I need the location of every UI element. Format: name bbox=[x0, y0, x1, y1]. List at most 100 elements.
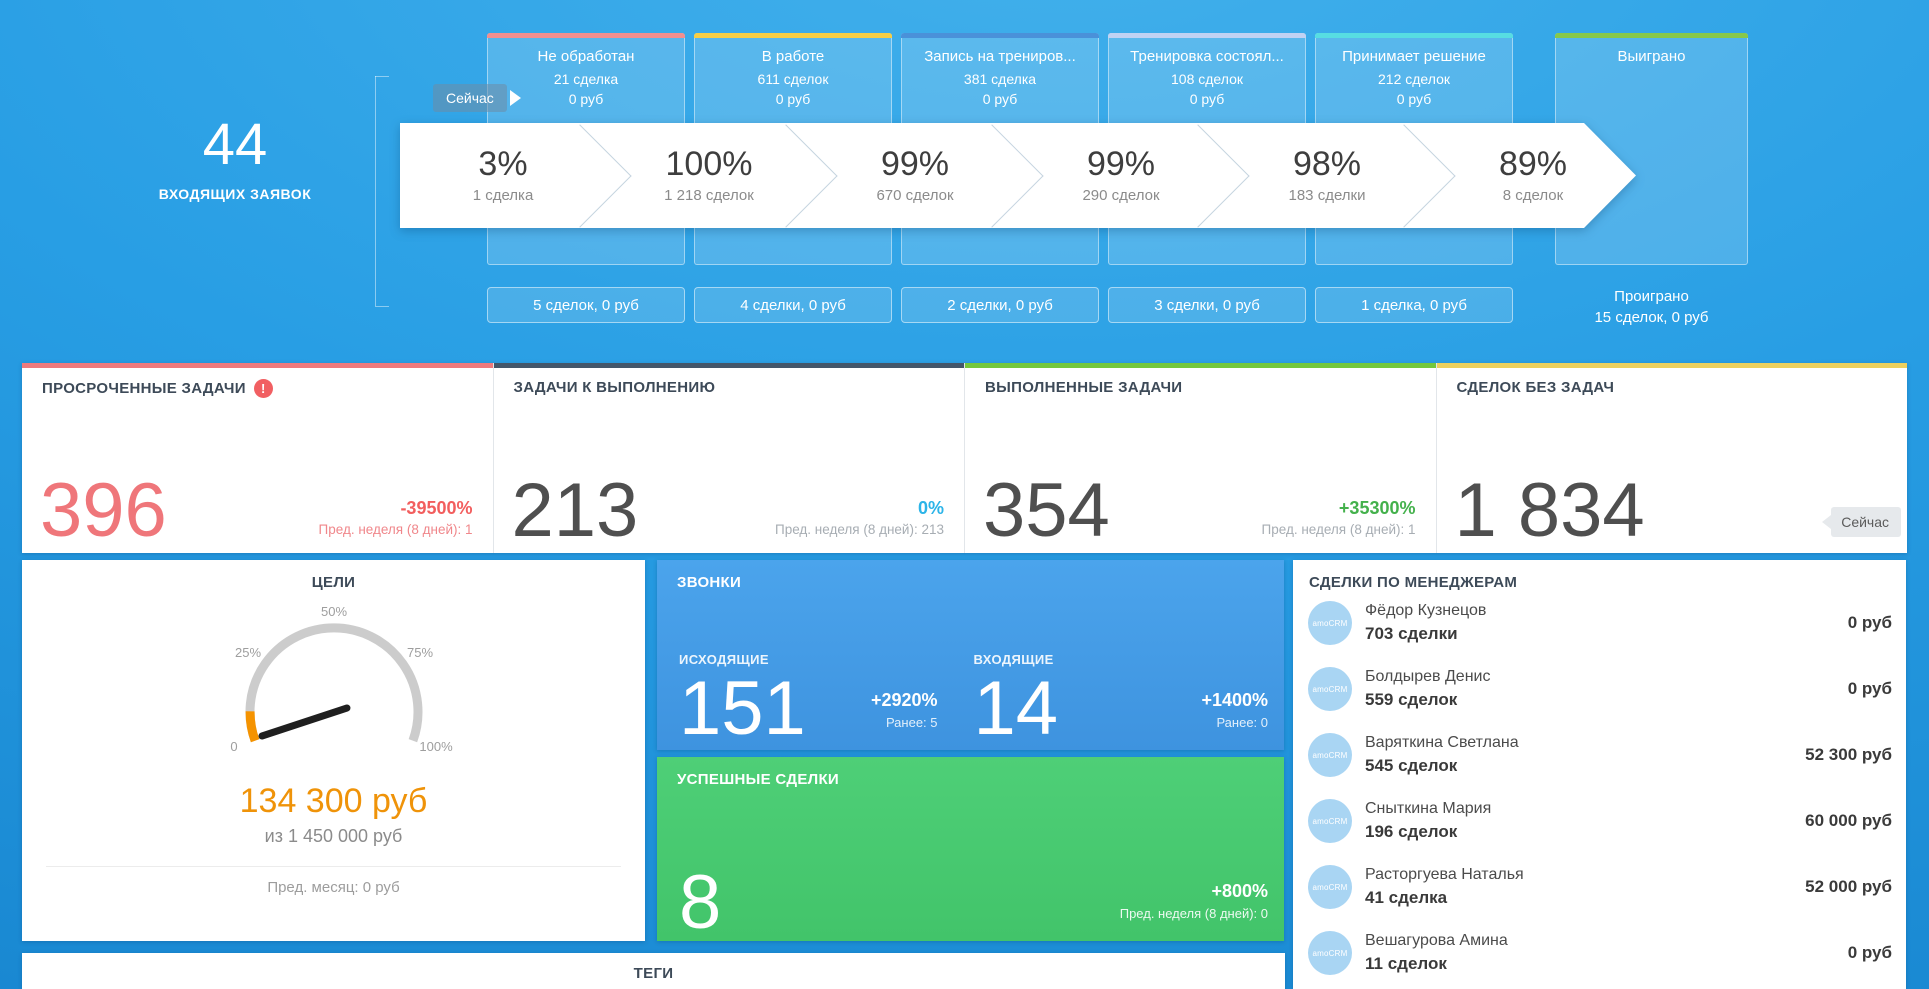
stage-footer-badge[interactable]: 2 сделки, 0 руб bbox=[901, 287, 1099, 323]
card-value: 396 bbox=[40, 468, 167, 554]
conversion-percent: 98% bbox=[1292, 145, 1362, 183]
manager-row[interactable]: amoCRM Вешагурова Амина 11 сделок 0 руб bbox=[1293, 920, 1906, 986]
gauge-tick-100: 100% bbox=[419, 739, 453, 754]
card-title-text: ЗАДАЧИ К ВЫПОЛНЕНИЮ bbox=[513, 379, 716, 396]
overdue-tasks-card[interactable]: ПРОСРОЧЕННЫЕ ЗАДАЧИ ! 396 -39500% Пред. … bbox=[22, 363, 494, 553]
conversion-segment: 3% 1 сделка bbox=[400, 123, 606, 228]
stage-footer-badge[interactable]: 1 сделка, 0 руб bbox=[1315, 287, 1513, 323]
conversion-count: 1 218 сделок bbox=[664, 187, 754, 204]
todo-tasks-card[interactable]: ЗАДАЧИ К ВЫПОЛНЕНИЮ 213 0% Пред. неделя … bbox=[493, 363, 965, 553]
success-prev: Пред. неделя (8 дней): 0 bbox=[1119, 906, 1268, 921]
conversion-segment: 99% 290 сделок bbox=[1018, 123, 1224, 228]
manager-info: Варяткина Светлана 545 сделок bbox=[1365, 734, 1519, 776]
conversion-count: 1 сделка bbox=[472, 187, 534, 204]
stage-deal-sum: 0 руб bbox=[775, 91, 811, 107]
stage-footer-badge[interactable]: 3 сделки, 0 руб bbox=[1108, 287, 1306, 323]
stage-footer-badge[interactable]: 4 сделки, 0 руб bbox=[694, 287, 892, 323]
metric-value: 14 bbox=[973, 666, 1059, 752]
card-delta-block: -39500% Пред. неделя (8 дней): 1 bbox=[319, 498, 473, 537]
goal-gauge: 0 25% 50% 75% 100% bbox=[230, 604, 453, 754]
metric-delta: +2920% bbox=[870, 690, 938, 710]
manager-name: Сныткина Мария bbox=[1365, 800, 1492, 817]
funnel-now-marker: Сейчас bbox=[433, 84, 521, 112]
goal-current-value: 134 300 руб bbox=[239, 782, 428, 820]
manager-row[interactable]: amoCRM Расторгуева Наталья 41 сделка 52 … bbox=[1293, 854, 1906, 920]
avatar: amoCRM bbox=[1308, 865, 1352, 909]
funnel-bracket-line bbox=[375, 76, 376, 306]
conversion-band-body: 3% 1 сделка 100% 1 218 сделок 99% 670 сд… bbox=[400, 123, 1636, 228]
manager-info: Сныткина Мария 196 сделок bbox=[1365, 800, 1491, 842]
metric-delta: +1400% bbox=[1201, 690, 1268, 710]
manager-deal-sum: 0 руб bbox=[1847, 943, 1892, 962]
gauge-tick-0: 0 bbox=[230, 739, 237, 754]
manager-deal-count: 703 сделки bbox=[1365, 624, 1458, 643]
card-title-text: СДЕЛОК БЕЗ ЗАДАЧ bbox=[1456, 379, 1615, 396]
divider bbox=[46, 866, 621, 867]
deals-without-tasks-card[interactable]: СДЕЛОК БЕЗ ЗАДАЧ 1 834 Сейчас bbox=[1436, 363, 1907, 554]
card-delta: 0% bbox=[917, 498, 944, 518]
avatar: amoCRM bbox=[1308, 601, 1352, 645]
done-tasks-card[interactable]: ВЫПОЛНЕННЫЕ ЗАДАЧИ 354 +35300% Пред. нед… bbox=[965, 363, 1437, 553]
card-delta-block: +35300% Пред. неделя (8 дней): 1 bbox=[1262, 498, 1416, 537]
card-value: 1 834 bbox=[1454, 468, 1645, 554]
successful-deals-widget[interactable]: УСПЕШНЫЕ СДЕЛКИ 8 +800% Пред. неделя (8 … bbox=[657, 757, 1284, 941]
card-prev-period: Пред. неделя (8 дней): 213 bbox=[774, 522, 944, 537]
gauge-tick-75: 75% bbox=[406, 645, 432, 660]
manager-row[interactable]: amoCRM Сныткина Мария 196 сделок 60 000 … bbox=[1293, 788, 1906, 854]
manager-row[interactable]: amoCRM Болдырев Денис 559 сделок 0 руб bbox=[1293, 656, 1906, 722]
lost-deals-label: Проиграно bbox=[1614, 288, 1689, 305]
stage-title: Не обработан bbox=[537, 48, 635, 65]
goal-prev-month: Пред. месяц: 0 руб bbox=[267, 879, 400, 896]
stage-footer-badge[interactable]: 5 сделок, 0 руб bbox=[487, 287, 685, 323]
manager-row[interactable]: amoCRM Варяткина Светлана 545 сделок 52 … bbox=[1293, 722, 1906, 788]
metric-prev: Ранее: 0 bbox=[1216, 715, 1268, 730]
manager-info: Расторгуева Наталья 41 сделка bbox=[1365, 866, 1524, 908]
incoming-leads-label: ВХОДЯЩИХ ЗАЯВОК bbox=[158, 186, 312, 202]
conversion-segment: 89% 8 сделок bbox=[1430, 123, 1636, 228]
incoming-leads[interactable]: 44 ВХОДЯЩИХ ЗАЯВОК bbox=[110, 112, 360, 203]
tags-title: ТЕГИ bbox=[633, 965, 674, 982]
stage-deal-count: 381 сделка bbox=[963, 71, 1037, 87]
manager-info: Болдырев Денис 559 сделок bbox=[1365, 668, 1490, 710]
funnel-bracket-tick-bottom bbox=[375, 306, 389, 307]
goal-target-value: из 1 450 000 руб bbox=[264, 826, 403, 846]
now-tag: Сейчас bbox=[1831, 507, 1901, 537]
conversion-segment: 99% 670 сделок bbox=[812, 123, 1018, 228]
managers-list: amoCRM Фёдор Кузнецов 703 сделки 0 руб a… bbox=[1293, 590, 1906, 986]
stage-deal-count: 611 сделок bbox=[757, 71, 829, 87]
card-title-text: ПРОСРОЧЕННЫЕ ЗАДАЧИ bbox=[42, 380, 246, 397]
conversion-percent: 99% bbox=[1086, 145, 1156, 183]
metric-delta-block: +1400% Ранее: 0 bbox=[1201, 690, 1268, 742]
stage-title: Запись на трениров... bbox=[924, 48, 1076, 65]
card-delta-block: 0% Пред. неделя (8 дней): 213 bbox=[775, 498, 944, 537]
goals-widget: ЦЕЛИ 0 25% 50% 75% 100% 134 300 руб из 1… bbox=[22, 560, 645, 941]
incoming-calls-metric[interactable]: ВХОДЯЩИЕ 14 +1400% Ранее: 0 bbox=[973, 644, 1269, 752]
stage-title: Выиграно bbox=[1617, 48, 1686, 65]
manager-name: Болдырев Денис bbox=[1365, 668, 1491, 685]
stage-deal-sum: 0 руб bbox=[568, 91, 604, 107]
manager-deal-sum: 52 000 руб bbox=[1805, 877, 1892, 896]
success-value: 8 bbox=[679, 859, 722, 945]
calls-widget: ЗВОНКИ ИСХОДЯЩИЕ 151 +2920% Ранее: 5 ВХО… bbox=[657, 560, 1284, 750]
card-value: 354 bbox=[983, 468, 1110, 554]
card-accent-bar bbox=[1436, 363, 1907, 368]
avatar: amoCRM bbox=[1308, 799, 1352, 843]
conversion-segment: 100% 1 218 сделок bbox=[606, 123, 812, 228]
now-marker-label: Сейчас bbox=[433, 84, 507, 112]
metric-delta-block: +2920% Ранее: 5 bbox=[871, 690, 974, 742]
incoming-leads-count: 44 bbox=[202, 112, 268, 177]
conversion-percent: 89% bbox=[1498, 145, 1568, 183]
outgoing-calls-metric[interactable]: ИСХОДЯЩИЕ 151 +2920% Ранее: 5 bbox=[679, 644, 974, 746]
success-delta-block: +800% Пред. неделя (8 дней): 0 bbox=[1120, 881, 1268, 921]
manager-info: Вешагурова Амина 11 сделок bbox=[1365, 932, 1508, 974]
card-prev-period: Пред. неделя (8 дней): 1 bbox=[318, 522, 473, 537]
conversion-percent: 3% bbox=[478, 145, 528, 183]
manager-row[interactable]: amoCRM Фёдор Кузнецов 703 сделки 0 руб bbox=[1293, 590, 1906, 656]
conversion-percent: 99% bbox=[880, 145, 950, 183]
card-accent-bar bbox=[965, 363, 1436, 368]
lost-deals[interactable]: Проиграно 15 сделок, 0 руб bbox=[1555, 286, 1748, 328]
stage-deal-sum: 0 руб bbox=[982, 91, 1018, 107]
manager-deal-sum: 52 300 руб bbox=[1805, 745, 1892, 764]
stage-deal-sum: 0 руб bbox=[1396, 91, 1432, 107]
goals-title: ЦЕЛИ bbox=[311, 574, 356, 591]
